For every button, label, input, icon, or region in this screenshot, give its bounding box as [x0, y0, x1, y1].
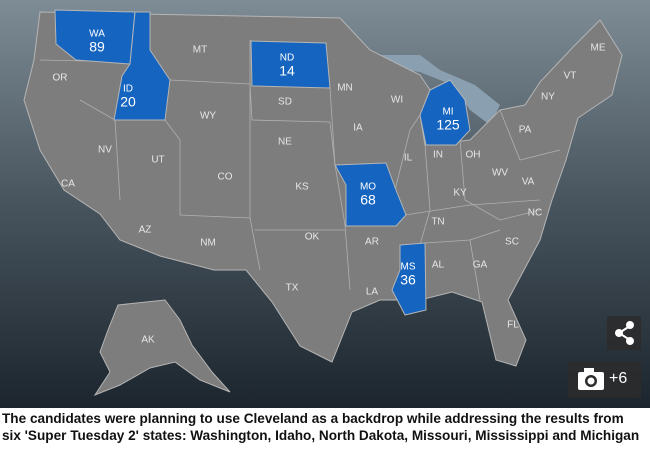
state-abbr: KY: [453, 188, 467, 199]
state-count: 20: [120, 94, 136, 110]
state-abbr: ND: [280, 53, 294, 64]
state-abbr: VT: [564, 71, 577, 82]
state-abbr: MN: [337, 83, 353, 94]
state-abbr: LA: [366, 287, 379, 298]
state-abbr: WV: [492, 168, 508, 179]
state-abbr: MS: [401, 262, 416, 273]
us-outline: [23, 11, 623, 367]
state-count: 36: [400, 272, 416, 288]
state-abbr: MO: [360, 182, 376, 193]
state-nd: [250, 40, 331, 89]
state-abbr: MI: [442, 107, 453, 118]
state-count: 14: [279, 63, 295, 79]
state-abbr: AL: [432, 260, 445, 271]
share-button[interactable]: [607, 316, 641, 350]
state-abbr: NE: [278, 137, 292, 148]
state-abbr: OH: [466, 150, 481, 161]
state-count: 89: [89, 39, 105, 55]
state-abbr: CO: [218, 172, 233, 183]
state-abbr: NC: [528, 208, 542, 219]
state-abbr: PA: [519, 125, 532, 136]
caption: The candidates were planning to use Clev…: [2, 411, 640, 443]
state-mi: [419, 79, 471, 146]
state-count: 68: [360, 192, 376, 208]
state-abbr: NY: [541, 92, 555, 103]
state-abbr: WI: [391, 95, 403, 106]
alaska: [93, 299, 231, 397]
state-abbr: KS: [295, 182, 309, 193]
state-abbr: IA: [353, 123, 363, 134]
state-abbr: WY: [200, 111, 216, 122]
state-abbr: CA: [61, 179, 75, 190]
state-abbr: AK: [141, 335, 155, 346]
state-abbr: NV: [98, 145, 112, 156]
state-abbr: OR: [53, 73, 68, 84]
state-abbr: WA: [89, 29, 105, 40]
state-abbr: NM: [200, 238, 216, 249]
state-abbr: UT: [151, 155, 164, 166]
state-abbr: AZ: [139, 225, 152, 236]
state-abbr: ME: [591, 43, 606, 54]
state-abbr: TN: [431, 217, 444, 228]
state-abbr: FL: [507, 320, 519, 331]
highlighted-states: [54, 9, 471, 316]
camera-icon: [578, 368, 604, 390]
state-abbr: OK: [305, 232, 320, 243]
state-abbr: MT: [193, 45, 207, 56]
state-mo: [334, 162, 407, 227]
state-abbr: SC: [505, 237, 519, 248]
state-abbr: VA: [522, 177, 535, 188]
state-abbr: SD: [278, 97, 292, 108]
state-abbr: TX: [286, 283, 299, 294]
state-abbr: IL: [404, 153, 413, 164]
state-wa: [54, 9, 136, 65]
state-abbr: AR: [365, 237, 379, 248]
state-id: [113, 11, 171, 121]
state-ms: [391, 242, 427, 316]
gallery-count: +6: [609, 370, 628, 387]
state-count: 125: [436, 117, 460, 133]
share-icon: [615, 321, 634, 345]
state-abbr: IN: [433, 150, 443, 161]
state-abbr: ID: [123, 84, 133, 95]
state-abbr: GA: [473, 260, 488, 271]
